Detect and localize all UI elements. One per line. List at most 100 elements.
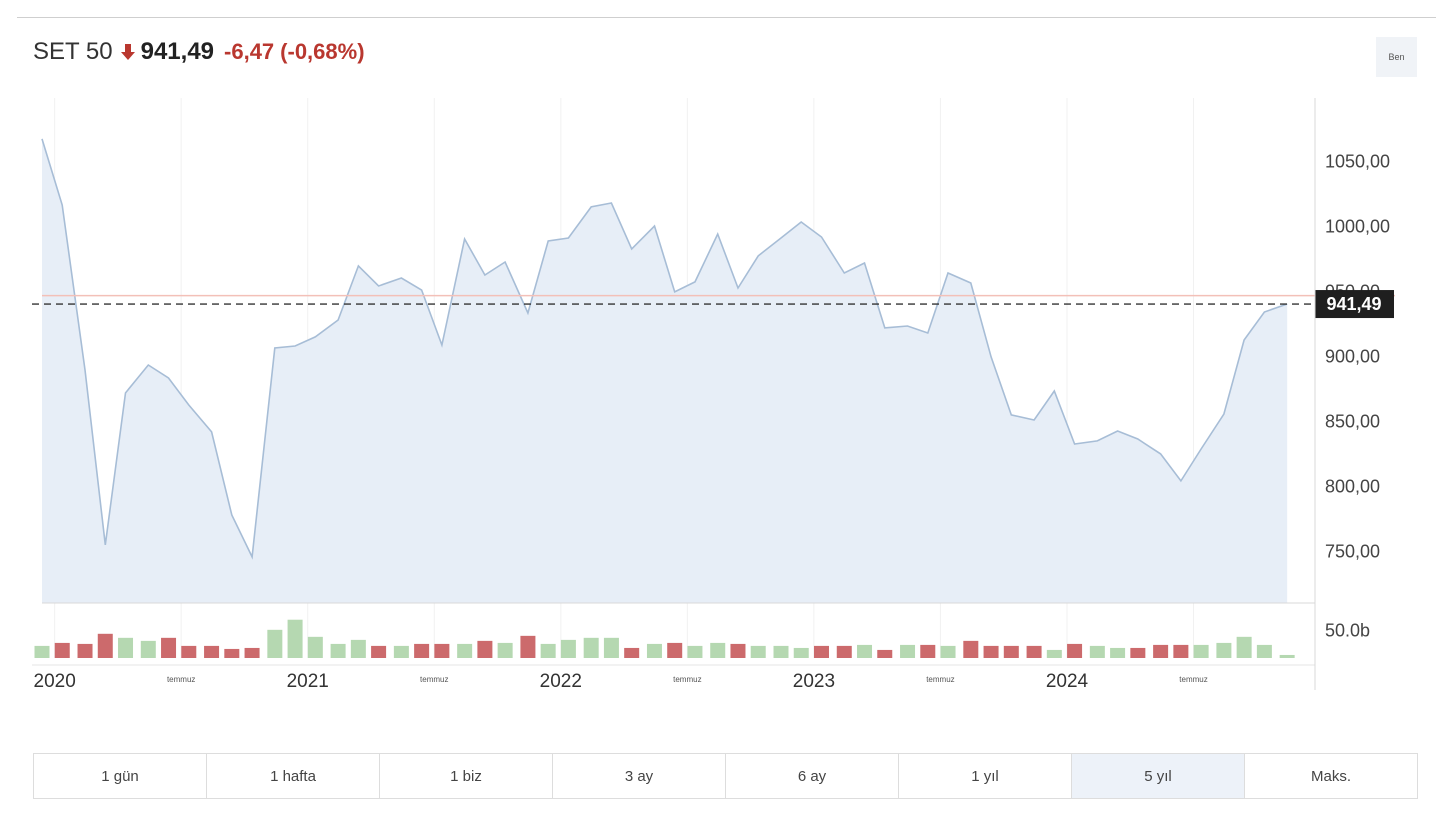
x-tick-label: temmuz (1179, 675, 1207, 684)
last-price-label: 941,49 (1326, 294, 1381, 314)
volume-bar (687, 645, 703, 658)
x-tick-label: 2024 (1046, 671, 1089, 692)
volume-bar (330, 643, 346, 658)
volume-bar (307, 636, 323, 658)
volume-bar (857, 644, 873, 658)
y-tick-label: 1050,00 (1325, 152, 1390, 172)
widget-card (17, 17, 1436, 807)
volume-bar (877, 649, 893, 658)
volume-bar (920, 644, 936, 658)
range-button[interactable]: 6 ay (726, 754, 899, 798)
volume-bar (244, 647, 260, 658)
header: SET 50 941,49 -6,47 (-0,68%) (33, 38, 371, 66)
volume-bar (371, 645, 387, 658)
volume-bar (181, 645, 197, 658)
y-tick-label: 900,00 (1325, 347, 1380, 367)
volume-bar (667, 642, 683, 658)
volume-bar (161, 637, 177, 658)
volume-bar (477, 640, 493, 658)
range-button[interactable]: 3 ay (553, 754, 726, 798)
volume-bar (1089, 645, 1105, 658)
volume-bar (520, 635, 536, 658)
volume-bar (457, 643, 473, 658)
volume-bar (1236, 636, 1252, 658)
area (42, 138, 1288, 603)
volume-bar (560, 639, 576, 658)
volume-bar (793, 647, 809, 658)
volume-bar (54, 642, 70, 658)
volume-bar (34, 645, 50, 658)
volume-bar (434, 643, 450, 658)
y-tick-label: 1000,00 (1325, 217, 1390, 237)
x-tick-label: temmuz (926, 675, 954, 684)
line (41, 138, 1288, 560)
last-price-badge (1315, 290, 1394, 319)
x-tick-label: 2023 (793, 671, 835, 692)
volume-bar (1003, 645, 1019, 658)
options-button[interactable]: Ben (1376, 37, 1417, 77)
x-tick-label: temmuz (167, 675, 195, 684)
volume-bar (983, 645, 999, 658)
volume-bar (603, 637, 619, 658)
volume-bar (1193, 644, 1209, 658)
volume-bar (267, 629, 283, 658)
volume-bar (813, 645, 829, 658)
x-tick-label: 2022 (540, 671, 582, 692)
volume-bar (1153, 644, 1169, 658)
volume-bar (224, 648, 240, 658)
volume-bar (900, 644, 916, 658)
range-buttons: 1 gün 1 hafta 1 biz 3 ay 6 ay 1 yıl 5 yıl Maks. (33, 753, 1418, 799)
volume-bar (97, 633, 113, 658)
volume-bar (77, 643, 93, 658)
y-tick-label: 750,00 (1325, 542, 1380, 562)
range-button[interactable]: 1 yıl (899, 754, 1072, 798)
range-button[interactable]: 1 biz (380, 754, 553, 798)
x-tick-label: 2020 (34, 671, 76, 692)
volume-bar (940, 645, 956, 658)
volume-bar (540, 643, 556, 658)
volume-bar (1067, 643, 1083, 658)
volume-bar (583, 637, 599, 658)
volume-bar (140, 640, 156, 658)
volume-bar (497, 642, 513, 658)
volume-bar (1279, 654, 1295, 658)
volume-bar (646, 643, 662, 658)
x-tick-label: temmuz (673, 675, 701, 684)
volume-bar (414, 643, 430, 658)
change: -6,47 (224, 39, 275, 64)
change-pct: (-0,68%) (280, 39, 365, 64)
volume-tick-label: 50.0b (1325, 621, 1370, 641)
y-tick-label: 850,00 (1325, 412, 1380, 432)
down-arrow (120, 44, 135, 60)
price: 941,49 (140, 38, 215, 65)
volume-bar (1216, 642, 1232, 658)
volume-bar (1026, 645, 1042, 658)
volume-bar (730, 643, 746, 658)
volume-bar (204, 645, 220, 658)
volume-bar (393, 645, 409, 658)
volume-bar (773, 645, 789, 658)
volume-bar (624, 647, 640, 658)
volume-bar (350, 639, 366, 658)
volume-bar (1110, 647, 1126, 658)
range-button[interactable]: 5 yıl (1072, 754, 1245, 798)
volume-bar (836, 645, 852, 658)
y-tick-label: 800,00 (1325, 477, 1380, 497)
volume-bar (1173, 644, 1189, 658)
volume-bar (963, 640, 979, 658)
volume-bar (1256, 644, 1272, 658)
volume-bar (287, 619, 303, 658)
range-button[interactable]: 1 gün (34, 754, 207, 798)
volume-bar (1130, 647, 1146, 658)
volume-bar (750, 645, 766, 658)
volume-bar (1046, 649, 1062, 658)
range-button[interactable]: 1 hafta (207, 754, 380, 798)
x-tick-label: temmuz (420, 675, 448, 684)
symbol: SET 50 (33, 38, 113, 65)
volume-bar (710, 642, 726, 658)
x-tick-label: 2021 (287, 671, 329, 692)
volume-bar (118, 637, 134, 658)
range-button[interactable]: Maks. (1310, 767, 1351, 785)
